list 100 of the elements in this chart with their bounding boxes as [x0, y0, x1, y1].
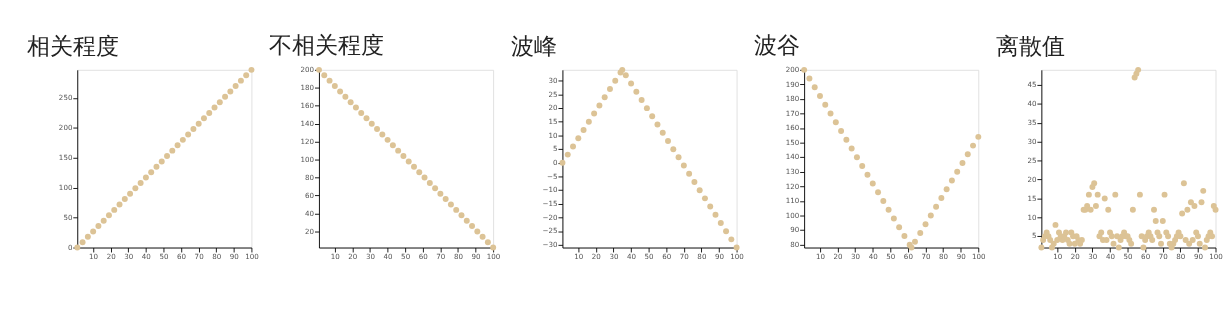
y-tick-label: 200 — [300, 65, 315, 75]
point — [564, 151, 571, 158]
x-tick-label: 40 — [141, 251, 152, 261]
y-tick-label: 150 — [785, 137, 800, 147]
point — [474, 228, 481, 235]
x-tick-label: 60 — [177, 251, 187, 261]
point — [142, 174, 149, 181]
point — [612, 77, 619, 84]
point — [426, 179, 433, 186]
point — [331, 83, 338, 89]
point — [875, 189, 882, 196]
x-tick-label: 100 — [486, 251, 501, 261]
y-tick-label: 25 — [1027, 155, 1037, 165]
point — [606, 86, 613, 92]
point — [864, 171, 871, 178]
chart-title: 不相关程度 — [269, 31, 384, 58]
x-tick-label: 60 — [1141, 251, 1151, 261]
x-tick-label: 40 — [383, 251, 394, 261]
point — [601, 94, 608, 101]
point — [421, 174, 428, 181]
y-tick-label: 20 — [305, 226, 315, 236]
x-tick-label: 20 — [1070, 251, 1081, 261]
point — [691, 178, 698, 185]
point — [853, 154, 860, 161]
y-tick-label: −10 — [542, 185, 559, 195]
point — [838, 128, 845, 135]
y-tick-label: 180 — [785, 94, 800, 104]
point — [195, 120, 202, 127]
point — [352, 104, 359, 111]
y-tick-label: 50 — [63, 212, 73, 222]
point — [379, 131, 386, 138]
x-tick-label: 90 — [229, 251, 240, 261]
point — [686, 170, 693, 177]
y-tick-label: 140 — [300, 118, 315, 128]
point — [374, 126, 381, 133]
y-tick-label: 5 — [553, 144, 558, 154]
point — [701, 195, 708, 202]
y-tick-label: −20 — [542, 212, 559, 222]
point — [384, 136, 391, 143]
point — [649, 113, 656, 120]
x-tick-label: 60 — [903, 251, 914, 261]
chart-title: 波峰 — [511, 32, 558, 59]
point — [169, 147, 176, 154]
y-tick-label: 0 — [67, 242, 73, 252]
point — [185, 131, 192, 138]
point — [843, 136, 850, 143]
point — [337, 88, 344, 95]
y-tick-label: 190 — [785, 79, 800, 89]
point — [179, 136, 186, 143]
x-tick-label: 80 — [697, 251, 707, 261]
y-tick-label: 0 — [553, 158, 559, 168]
point — [970, 142, 977, 149]
x-tick-label: 90 — [471, 251, 481, 261]
y-tick-label: 20 — [1027, 174, 1037, 184]
point — [411, 163, 417, 170]
point — [922, 221, 929, 228]
point — [954, 168, 961, 175]
point — [232, 83, 239, 89]
point — [638, 96, 645, 103]
chart-title: 相关程度 — [27, 32, 120, 59]
x-tick-label: 20 — [833, 251, 844, 261]
point — [896, 224, 903, 231]
x-tick-label: 40 — [627, 251, 637, 261]
x-tick-label: 90 — [714, 251, 725, 261]
x-tick-label: 100 — [730, 251, 745, 261]
point — [717, 219, 724, 226]
point — [901, 232, 908, 239]
point — [822, 101, 829, 108]
point — [585, 118, 592, 125]
point — [654, 121, 661, 128]
x-tick-label: 50 — [159, 251, 169, 261]
point — [416, 169, 423, 176]
y-tick-label: 80 — [305, 172, 315, 182]
y-tick-label: 200 — [785, 65, 800, 75]
x-tick-label: 70 — [679, 251, 690, 261]
y-tick-label: 60 — [305, 190, 315, 200]
y-tick-label: 90 — [790, 225, 800, 235]
point — [248, 66, 255, 73]
point — [811, 84, 818, 91]
point — [959, 160, 966, 167]
point — [326, 77, 333, 84]
y-tick-label: 10 — [1027, 212, 1037, 222]
x-tick-label: 10 — [89, 251, 99, 261]
point — [79, 239, 86, 246]
point — [484, 239, 491, 246]
point — [206, 109, 213, 116]
y-tick-label: 10 — [548, 130, 559, 140]
point — [121, 196, 128, 203]
y-tick-label: 15 — [548, 117, 558, 127]
y-tick-label: 80 — [790, 239, 800, 249]
point — [243, 72, 250, 79]
point — [200, 115, 207, 122]
y-tick-label: −5 — [547, 171, 558, 181]
point — [463, 217, 470, 224]
point — [153, 163, 160, 170]
point — [90, 228, 97, 235]
x-tick-label: 20 — [348, 251, 358, 261]
x-tick-label: 80 — [212, 251, 222, 261]
point — [95, 223, 102, 230]
y-tick-label: 40 — [1027, 99, 1037, 109]
